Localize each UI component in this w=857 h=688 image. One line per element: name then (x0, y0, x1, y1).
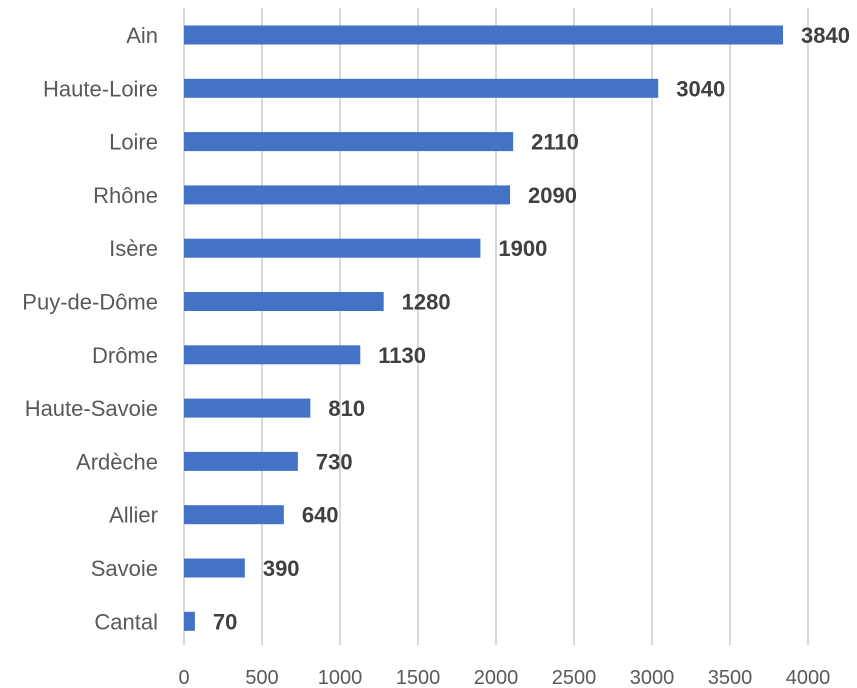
data-label: 2090 (528, 183, 577, 208)
data-labels: 3840 3040 2110 2090 1900 1280 1130 810 730 640 390… (213, 23, 850, 634)
gridlines (183, 8, 809, 645)
bar (184, 611, 195, 631)
data-label: 730 (316, 449, 353, 474)
bars (184, 25, 784, 631)
category-label: Ardèche (76, 449, 158, 474)
bar (184, 185, 511, 205)
data-label: 1280 (402, 290, 451, 315)
x-tick-label: 0 (178, 667, 189, 688)
data-label: 3840 (801, 23, 850, 48)
category-label: Loire (109, 130, 158, 155)
data-label: 1130 (378, 343, 426, 368)
data-label: 640 (302, 503, 339, 528)
bar (184, 558, 245, 578)
x-tick-label: 2500 (552, 667, 597, 688)
x-tick-label: 3500 (708, 667, 753, 688)
category-labels: Ain Haute-Loire Loire Rhône Isère Puy-de-Dôme… (22, 23, 158, 634)
bar (184, 78, 659, 98)
category-label: Drôme (92, 343, 158, 368)
x-tick-label: 3000 (630, 667, 675, 688)
category-label: Rhône (93, 183, 158, 208)
data-label: 70 (213, 609, 237, 634)
category-label: Haute-Savoie (25, 396, 158, 421)
data-label: 390 (263, 556, 300, 581)
data-label: 1900 (498, 236, 547, 261)
category-label: Puy-de-Dôme (22, 290, 158, 315)
category-label: Isère (109, 236, 158, 261)
category-label: Ain (126, 23, 158, 48)
data-label: 2110 (531, 130, 579, 155)
category-label: Savoie (91, 556, 158, 581)
x-tick-label: 500 (245, 667, 278, 688)
bar (184, 238, 481, 258)
data-label: 3040 (676, 76, 725, 101)
bar (184, 398, 311, 418)
bar (184, 25, 784, 45)
category-label: Allier (109, 503, 158, 528)
x-tick-label: 1500 (396, 667, 441, 688)
category-label: Haute-Loire (43, 76, 158, 101)
category-label: Cantal (94, 609, 158, 634)
data-label: 810 (328, 396, 365, 421)
bar (184, 292, 384, 311)
x-tick-label: 4000 (786, 667, 831, 688)
x-tick-label: 1000 (318, 667, 363, 688)
x-tick-label: 2000 (474, 667, 519, 688)
bar (184, 345, 361, 365)
bar (184, 451, 298, 471)
bar (184, 505, 284, 525)
bar (184, 132, 514, 152)
x-axis-tick-labels: 0 500 1000 1500 2000 2500 3000 3500 4000 (178, 667, 830, 688)
